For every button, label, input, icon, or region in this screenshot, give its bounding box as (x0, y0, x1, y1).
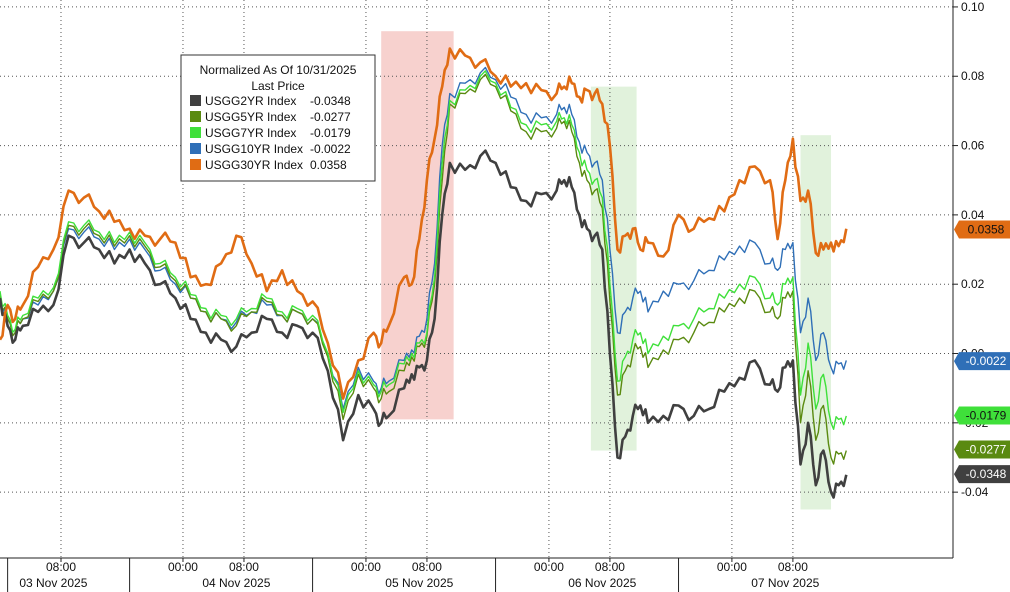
x-tick-label: 08:00 (229, 560, 259, 574)
last-price-tag: 0.0358 (954, 220, 1010, 239)
x-tick-label: 00:00 (168, 560, 198, 574)
last-price-tags: -0.0348 -0.0277 -0.0179 -0.0022 0.0358 (954, 220, 1010, 484)
axes: 0.100.080.060.040.020.00-0.02-0.0408:000… (0, 0, 989, 592)
x-tick-label: 00:00 (351, 560, 381, 574)
x-tick-label: 08:00 (412, 560, 442, 574)
legend-swatch (190, 143, 201, 154)
last-price-tag: -0.0277 (954, 440, 1010, 459)
legend-series-value: -0.0179 (310, 126, 351, 140)
series-line-usgg10yr (0, 66, 847, 410)
series-line-usgg7yr (0, 70, 847, 430)
x-tick-label: 08:00 (595, 560, 625, 574)
legend-series-name: USGG30YR Index (205, 158, 303, 172)
x-tick-label: 00:00 (534, 560, 564, 574)
legend-series-name: USGG10YR Index (205, 142, 303, 156)
legend-title: Normalized As Of 10/31/2025 (200, 63, 357, 77)
x-tick-label: 08:00 (46, 560, 76, 574)
y-tick-label: 0.02 (961, 277, 985, 291)
date-label: 05 Nov 2025 (385, 576, 453, 590)
y-tick-label: 0.06 (961, 139, 985, 153)
last-price-tag-label: -0.0277 (966, 443, 1007, 457)
y-tick-label: -0.04 (961, 485, 989, 499)
y-tick-label: 0.10 (961, 0, 985, 14)
legend: Normalized As Of 10/31/2025 Last Price U… (180, 54, 376, 182)
date-label: 06 Nov 2025 (568, 576, 636, 590)
last-price-tag-label: 0.0358 (968, 222, 1005, 236)
last-price-tag-bg (954, 440, 1010, 459)
last-price-tag-bg (954, 352, 1010, 371)
legend-box (180, 54, 376, 182)
series-line-usgg2yr (0, 149, 848, 499)
last-price-tag-label: -0.0022 (966, 354, 1007, 368)
last-price-tag: -0.0022 (954, 352, 1010, 371)
series-line-usgg5yr (0, 73, 847, 465)
legend-entries: USGG2YR Index -0.0348 USGG5YR Index -0.0277… (190, 94, 351, 172)
last-price-tag-bg (954, 465, 1010, 484)
y-tick-label: 0.08 (961, 69, 985, 83)
last-price-tag-bg (954, 220, 1010, 239)
series-line-usgg30yr (0, 47, 848, 400)
legend-series-name: USGG7YR Index (205, 126, 296, 140)
date-label: 07 Nov 2025 (751, 576, 819, 590)
x-tick-label: 00:00 (717, 560, 747, 574)
legend-subtitle: Last Price (251, 79, 305, 93)
legend-series-value: -0.0348 (310, 94, 351, 108)
legend-series-value: -0.0277 (310, 110, 351, 124)
date-label: 04 Nov 2025 (202, 576, 270, 590)
legend-series-value: -0.0022 (310, 142, 351, 156)
shaded-region (800, 135, 832, 510)
x-tick-label: 08:00 (778, 560, 808, 574)
legend-swatch (190, 111, 201, 122)
date-label: 03 Nov 2025 (19, 576, 87, 590)
legend-series-name: USGG5YR Index (205, 110, 296, 124)
last-price-tag-label: -0.0348 (966, 467, 1007, 481)
last-price-tag-label: -0.0179 (966, 409, 1007, 423)
legend-series-value: 0.0358 (310, 158, 347, 172)
y-tick-label: 0.04 (961, 208, 985, 222)
last-price-tag: -0.0348 (954, 465, 1010, 484)
last-price-tag-bg (954, 406, 1010, 425)
series-lines (0, 47, 848, 499)
legend-series-name: USGG2YR Index (205, 94, 296, 108)
legend-swatch (190, 159, 201, 170)
legend-swatch (190, 127, 201, 138)
last-price-tag: -0.0179 (954, 406, 1010, 425)
legend-swatch (190, 95, 201, 106)
